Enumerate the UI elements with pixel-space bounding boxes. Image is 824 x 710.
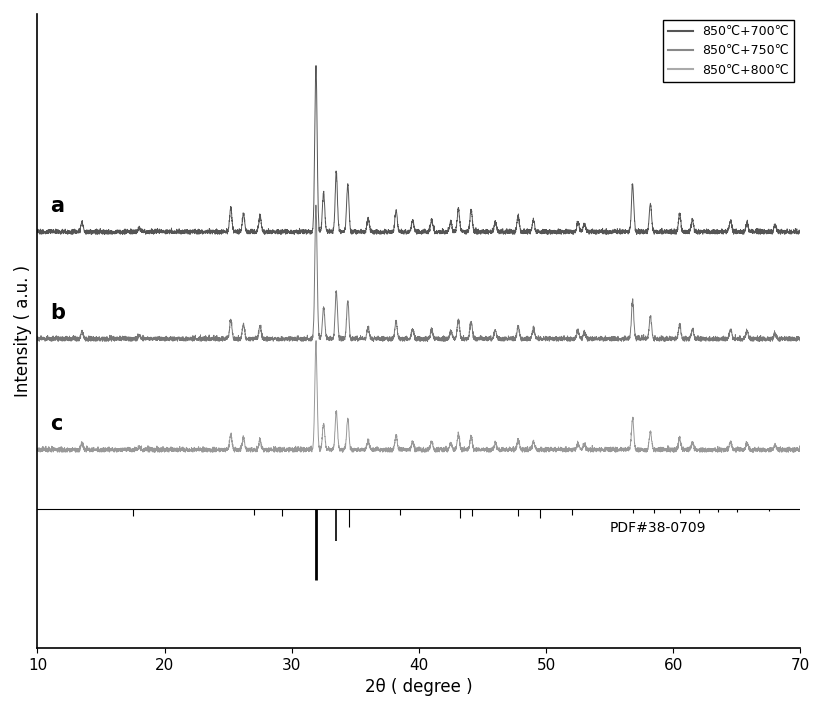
X-axis label: 2θ ( degree ): 2θ ( degree ) — [365, 678, 473, 696]
Text: PDF#38-0709: PDF#38-0709 — [610, 521, 706, 535]
Y-axis label: Intensity ( a.u. ): Intensity ( a.u. ) — [14, 265, 32, 397]
Text: b: b — [50, 303, 65, 323]
Text: a: a — [50, 196, 64, 216]
Text: c: c — [50, 414, 63, 434]
Legend: 850℃+700℃, 850℃+750℃, 850℃+800℃: 850℃+700℃, 850℃+750℃, 850℃+800℃ — [662, 20, 794, 82]
